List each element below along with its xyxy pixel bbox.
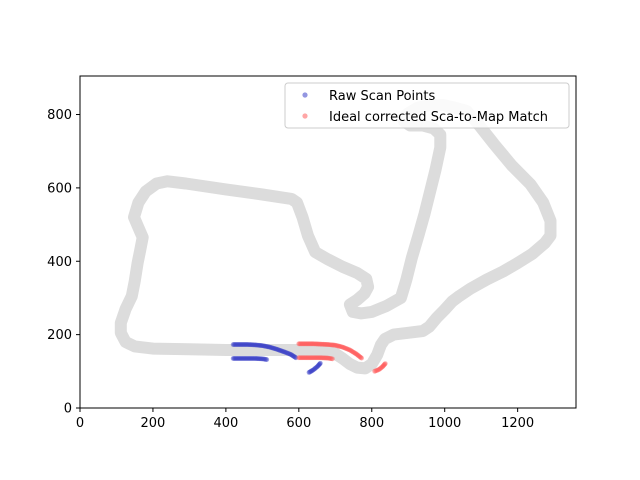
corrected-match-point (382, 361, 388, 367)
y-tick-label: 400 (47, 255, 72, 270)
corrected-match-point (329, 356, 335, 362)
y-axis-ticks: 0 200 400 600 800 (47, 108, 80, 417)
x-tick-label: 1200 (501, 416, 534, 431)
y-tick-label: 0 (64, 402, 72, 417)
x-tick-label: 800 (359, 416, 384, 431)
x-tick-label: 400 (213, 416, 238, 431)
legend-label-raw-scan-points: Raw Scan Points (329, 89, 435, 104)
legend-box (284, 82, 570, 129)
y-tick-label: 200 (47, 328, 72, 343)
raw-scan-point (264, 357, 270, 362)
x-tick-label: 1000 (428, 416, 461, 431)
y-tick-label: 800 (47, 108, 72, 123)
track-layer (114, 99, 557, 375)
scan-points-layer (230, 341, 388, 375)
x-tick-label: 600 (286, 416, 311, 431)
plot-frame (79, 75, 577, 409)
legend: Raw Scan Points Ideal corrected Sca-to-M… (284, 82, 570, 129)
x-tick-label: 200 (141, 416, 166, 431)
track-outline (114, 99, 557, 375)
x-axis-ticks: 0 200 400 600 800 1000 1200 (76, 408, 534, 431)
raw-scan-point (317, 360, 323, 366)
legend-label-ideal-corrected-match: Ideal corrected Sca-to-Map Match (329, 110, 548, 125)
y-tick-label: 600 (47, 181, 72, 196)
corrected-match-point (359, 355, 364, 361)
legend-marker-ideal-corrected-match (302, 113, 308, 119)
legend-marker-raw-scan-points (302, 92, 308, 98)
x-tick-label: 0 (76, 416, 84, 431)
